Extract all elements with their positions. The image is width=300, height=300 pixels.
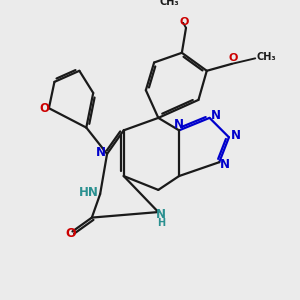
- Text: O: O: [66, 227, 76, 240]
- Text: CH₃: CH₃: [159, 0, 178, 8]
- Text: CH₃: CH₃: [256, 52, 276, 62]
- Text: N: N: [156, 208, 166, 221]
- Text: N: N: [231, 129, 241, 142]
- Text: O: O: [228, 53, 238, 63]
- Text: HN: HN: [79, 186, 99, 199]
- Text: O: O: [180, 17, 189, 27]
- Text: H: H: [157, 218, 165, 228]
- Text: N: N: [96, 146, 106, 159]
- Text: O: O: [40, 102, 50, 115]
- Text: N: N: [211, 109, 220, 122]
- Text: N: N: [220, 158, 230, 172]
- Text: N: N: [173, 118, 184, 131]
